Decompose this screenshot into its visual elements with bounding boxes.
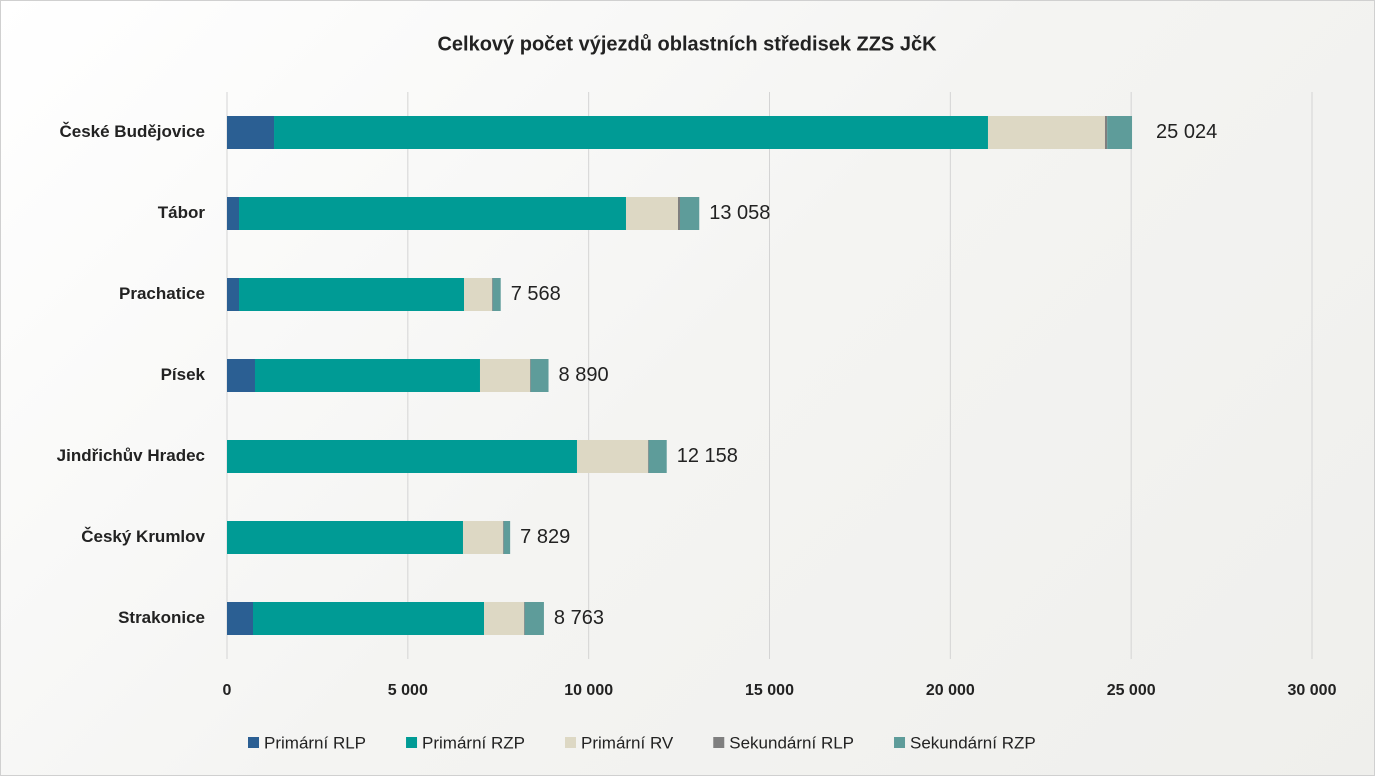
bar-segment xyxy=(227,602,254,635)
bar-segment xyxy=(254,359,480,392)
bar-segment xyxy=(462,521,503,554)
legend-label: Primární RV xyxy=(581,733,674,752)
bar-segment xyxy=(524,602,544,635)
bar-segment xyxy=(227,197,240,230)
bar-segment xyxy=(1107,116,1133,149)
y-tick-label: Jindřichův Hradec xyxy=(57,446,205,465)
bar-segment xyxy=(239,278,465,311)
legend-swatch xyxy=(713,737,725,748)
x-tick-label: 30 000 xyxy=(1288,682,1337,699)
total-label: 8 890 xyxy=(559,364,609,386)
x-tick-label: 10 000 xyxy=(564,682,613,699)
y-tick-label: České Budějovice xyxy=(59,122,205,141)
legend-label: Primární RLP xyxy=(264,733,366,752)
total-label: 7 829 xyxy=(520,526,570,548)
bar-segment xyxy=(239,197,626,230)
bar-segment xyxy=(227,440,577,473)
y-tick-label: Český Krumlov xyxy=(81,527,205,546)
bar-segment xyxy=(647,440,649,473)
bar-segment xyxy=(492,278,501,311)
x-tick-label: 15 000 xyxy=(745,682,794,699)
bar-segment xyxy=(227,359,255,392)
bar-segment xyxy=(484,602,525,635)
legend-label: Primární RZP xyxy=(422,733,525,752)
bar-segment xyxy=(677,197,680,230)
bar-segment xyxy=(227,278,240,311)
y-tick-label: Písek xyxy=(161,365,206,384)
legend-swatch xyxy=(406,737,418,748)
y-tick-label: Prachatice xyxy=(119,284,205,303)
legend-label: Sekundární RLP xyxy=(729,733,854,752)
bar-segment xyxy=(576,440,648,473)
bar-segment xyxy=(530,359,531,392)
bar-segment xyxy=(491,278,493,311)
bar-segment xyxy=(227,521,463,554)
bar-segment xyxy=(502,521,504,554)
legend-swatch xyxy=(565,737,576,748)
total-label: 25 024 xyxy=(1156,121,1217,143)
x-tick-label: 0 xyxy=(223,682,232,699)
bar-segment xyxy=(227,116,275,149)
x-tick-label: 20 000 xyxy=(926,682,975,699)
legend-label: Sekundární RZP xyxy=(910,733,1036,752)
bar-segment xyxy=(274,116,988,149)
total-label: 12 158 xyxy=(677,445,738,467)
bar-segment xyxy=(625,197,678,230)
y-tick-label: Strakonice xyxy=(118,608,205,627)
bar-segment xyxy=(479,359,531,392)
total-label: 7 568 xyxy=(511,283,561,305)
bar-segment xyxy=(679,197,700,230)
x-tick-label: 25 000 xyxy=(1107,682,1156,699)
chart-title: Celkový počet výjezdů oblastních středis… xyxy=(437,33,937,55)
legend-swatch xyxy=(894,737,906,748)
bar-segment xyxy=(1104,116,1108,149)
bar-segment xyxy=(253,602,485,635)
bar-segment xyxy=(503,521,511,554)
total-label: 13 058 xyxy=(709,202,770,224)
x-tick-label: 5 000 xyxy=(388,682,428,699)
total-label: 8 763 xyxy=(554,607,604,629)
y-tick-label: Tábor xyxy=(158,203,206,222)
bar-segment xyxy=(987,116,1105,149)
bar-segment xyxy=(648,440,667,473)
bar-segment xyxy=(524,602,525,635)
legend-swatch xyxy=(248,737,259,748)
bar-segment xyxy=(530,359,549,392)
bar-segment xyxy=(464,278,492,311)
